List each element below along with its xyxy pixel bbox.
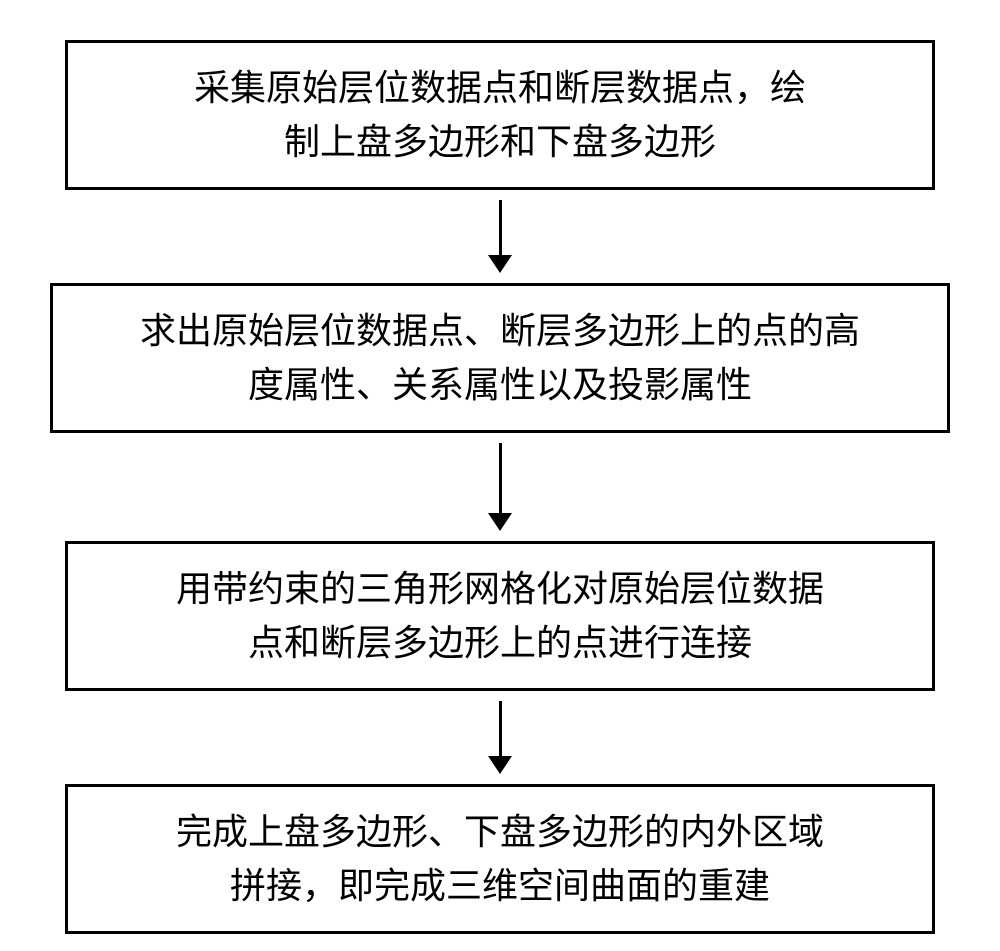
arrow-head-icon (488, 513, 512, 531)
arrow-3-4 (488, 701, 512, 774)
flowchart-step-3: 用带约束的三角形网格化对原始层位数据 点和断层多边形上的点进行连接 (65, 541, 935, 691)
flowchart-container: 采集原始层位数据点和断层数据点，绘 制上盘多边形和下盘多边形 求出原始层位数据点… (50, 40, 950, 934)
step-3-line-2: 点和断层多边形上的点进行连接 (248, 623, 752, 663)
step-1-line-2: 制上盘多边形和下盘多边形 (284, 122, 716, 162)
flowchart-step-1: 采集原始层位数据点和断层数据点，绘 制上盘多边形和下盘多边形 (65, 40, 935, 190)
arrow-head-icon (488, 255, 512, 273)
arrow-1-2 (488, 200, 512, 273)
arrow-line-icon (499, 200, 502, 255)
step-2-line-2: 度属性、关系属性以及投影属性 (248, 365, 752, 405)
flowchart-step-4: 完成上盘多边形、下盘多边形的内外区域 拼接，即完成三维空间曲面的重建 (65, 784, 935, 934)
step-4-line-1: 完成上盘多边形、下盘多边形的内外区域 (176, 812, 824, 852)
step-1-line-1: 采集原始层位数据点和断层数据点，绘 (194, 68, 806, 108)
arrow-line-icon (499, 443, 502, 513)
step-3-line-1: 用带约束的三角形网格化对原始层位数据 (176, 569, 824, 609)
step-2-line-1: 求出原始层位数据点、断层多边形上的点的高 (140, 311, 860, 351)
arrow-head-icon (488, 756, 512, 774)
step-4-line-2: 拼接，即完成三维空间曲面的重建 (230, 866, 770, 906)
flowchart-step-2: 求出原始层位数据点、断层多边形上的点的高 度属性、关系属性以及投影属性 (50, 283, 950, 433)
arrow-line-icon (499, 701, 502, 756)
arrow-2-3 (488, 443, 512, 531)
